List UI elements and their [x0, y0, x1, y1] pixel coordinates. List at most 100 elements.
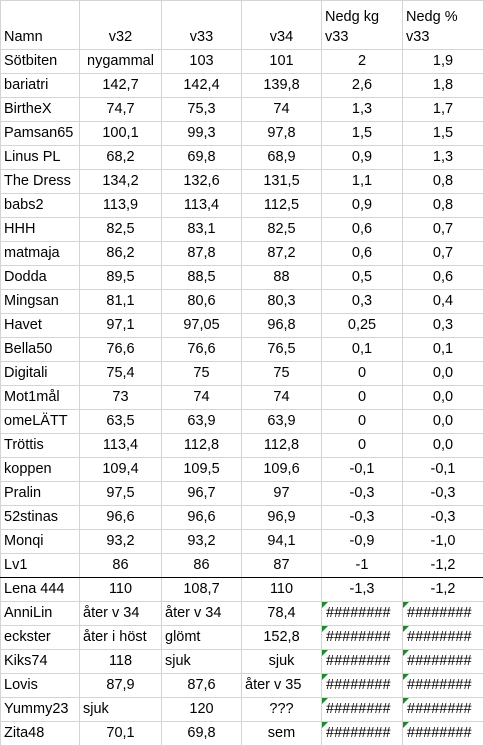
cell-v32[interactable]: 100,1: [80, 122, 162, 146]
cell-v33[interactable]: 96,6: [162, 506, 242, 530]
cell-nedg-kg[interactable]: -0,1: [322, 458, 403, 482]
cell-v33[interactable]: sjuk: [162, 650, 242, 674]
cell-v34[interactable]: sem: [242, 722, 322, 746]
cell-nedg-pct[interactable]: 1,8: [403, 74, 483, 98]
cell-name[interactable]: Lv1: [1, 554, 80, 578]
cell-nedg-kg[interactable]: -1,3: [322, 578, 403, 602]
cell-name[interactable]: eckster: [1, 626, 80, 650]
cell-name[interactable]: Pamsan65: [1, 122, 80, 146]
cell-name[interactable]: Zita48: [1, 722, 80, 746]
cell-nedg-pct[interactable]: 1,5: [403, 122, 483, 146]
cell-nedg-pct[interactable]: 1,9: [403, 50, 483, 74]
cell-nedg-kg[interactable]: 0: [322, 362, 403, 386]
cell-v32[interactable]: 118: [80, 650, 162, 674]
cell-v34[interactable]: 63,9: [242, 410, 322, 434]
cell-name[interactable]: matmaja: [1, 242, 80, 266]
cell-name[interactable]: Bella50: [1, 338, 80, 362]
cell-v34[interactable]: 109,6: [242, 458, 322, 482]
cell-name[interactable]: The Dress: [1, 170, 80, 194]
cell-v32[interactable]: 87,9: [80, 674, 162, 698]
cell-v33[interactable]: 109,5: [162, 458, 242, 482]
cell-nedg-pct[interactable]: 0,6: [403, 266, 483, 290]
cell-nedg-kg[interactable]: -1: [322, 554, 403, 578]
cell-name[interactable]: Digitali: [1, 362, 80, 386]
cell-nedg-kg[interactable]: -0,3: [322, 506, 403, 530]
cell-v32[interactable]: 74,7: [80, 98, 162, 122]
cell-nedg-pct[interactable]: 0,7: [403, 218, 483, 242]
cell-name[interactable]: koppen: [1, 458, 80, 482]
cell-v34[interactable]: 101: [242, 50, 322, 74]
cell-nedg-pct[interactable]: ########: [403, 602, 483, 626]
cell-nedg-kg[interactable]: 0,9: [322, 194, 403, 218]
cell-nedg-kg[interactable]: 0: [322, 410, 403, 434]
cell-v33[interactable]: glömt: [162, 626, 242, 650]
cell-nedg-kg[interactable]: ########: [322, 626, 403, 650]
cell-name[interactable]: Mot1mål: [1, 386, 80, 410]
cell-v33[interactable]: åter v 34: [162, 602, 242, 626]
cell-v34[interactable]: åter v 35: [242, 674, 322, 698]
cell-name[interactable]: AnniLin: [1, 602, 80, 626]
cell-v34[interactable]: 94,1: [242, 530, 322, 554]
cell-v33[interactable]: 69,8: [162, 146, 242, 170]
cell-v32[interactable]: 76,6: [80, 338, 162, 362]
header-cell-namn[interactable]: Namn: [1, 1, 80, 50]
cell-name[interactable]: 52stinas: [1, 506, 80, 530]
cell-v32[interactable]: 63,5: [80, 410, 162, 434]
cell-v34[interactable]: 88: [242, 266, 322, 290]
cell-v32[interactable]: 86: [80, 554, 162, 578]
cell-v34[interactable]: 74: [242, 98, 322, 122]
cell-v32[interactable]: 81,1: [80, 290, 162, 314]
cell-name[interactable]: HHH: [1, 218, 80, 242]
cell-v33[interactable]: 87,8: [162, 242, 242, 266]
cell-nedg-pct[interactable]: -0,3: [403, 506, 483, 530]
cell-name[interactable]: Pralin: [1, 482, 80, 506]
cell-v33[interactable]: 113,4: [162, 194, 242, 218]
cell-v32[interactable]: 134,2: [80, 170, 162, 194]
cell-name[interactable]: Tröttis: [1, 434, 80, 458]
cell-v33[interactable]: 112,8: [162, 434, 242, 458]
cell-nedg-pct[interactable]: -1,2: [403, 578, 483, 602]
header-cell-v32[interactable]: v32: [80, 1, 162, 50]
cell-v32[interactable]: 113,4: [80, 434, 162, 458]
cell-v32[interactable]: 75,4: [80, 362, 162, 386]
cell-v32[interactable]: 73: [80, 386, 162, 410]
cell-nedg-pct[interactable]: -0,1: [403, 458, 483, 482]
cell-nedg-pct[interactable]: 0,8: [403, 194, 483, 218]
cell-nedg-pct[interactable]: ########: [403, 650, 483, 674]
cell-nedg-kg[interactable]: ########: [322, 698, 403, 722]
cell-v34[interactable]: 75: [242, 362, 322, 386]
cell-v34[interactable]: 87,2: [242, 242, 322, 266]
cell-nedg-kg[interactable]: 0,25: [322, 314, 403, 338]
cell-nedg-pct[interactable]: 0,4: [403, 290, 483, 314]
cell-v33[interactable]: 96,7: [162, 482, 242, 506]
cell-v34[interactable]: 76,5: [242, 338, 322, 362]
cell-name[interactable]: Monqi: [1, 530, 80, 554]
cell-nedg-pct[interactable]: 0,7: [403, 242, 483, 266]
cell-v32[interactable]: 68,2: [80, 146, 162, 170]
cell-nedg-pct[interactable]: 0,0: [403, 434, 483, 458]
cell-nedg-kg[interactable]: 0,9: [322, 146, 403, 170]
cell-nedg-pct[interactable]: ########: [403, 674, 483, 698]
cell-v32[interactable]: 110: [80, 578, 162, 602]
cell-nedg-pct[interactable]: 0,0: [403, 386, 483, 410]
cell-v32[interactable]: sjuk: [80, 698, 162, 722]
cell-v33[interactable]: 93,2: [162, 530, 242, 554]
cell-v33[interactable]: 80,6: [162, 290, 242, 314]
cell-v34[interactable]: 97: [242, 482, 322, 506]
cell-v33[interactable]: 132,6: [162, 170, 242, 194]
cell-v34[interactable]: 80,3: [242, 290, 322, 314]
cell-nedg-pct[interactable]: 0,8: [403, 170, 483, 194]
header-cell-v33[interactable]: v33: [162, 1, 242, 50]
cell-v33[interactable]: 63,9: [162, 410, 242, 434]
cell-v32[interactable]: 97,5: [80, 482, 162, 506]
cell-v33[interactable]: 75,3: [162, 98, 242, 122]
cell-v34[interactable]: 74: [242, 386, 322, 410]
cell-v32[interactable]: 109,4: [80, 458, 162, 482]
cell-v32[interactable]: 82,5: [80, 218, 162, 242]
cell-nedg-pct[interactable]: 1,7: [403, 98, 483, 122]
cell-v33[interactable]: 76,6: [162, 338, 242, 362]
cell-v33[interactable]: 97,05: [162, 314, 242, 338]
cell-v33[interactable]: 103: [162, 50, 242, 74]
cell-nedg-pct[interactable]: ########: [403, 722, 483, 746]
cell-name[interactable]: BirtheX: [1, 98, 80, 122]
